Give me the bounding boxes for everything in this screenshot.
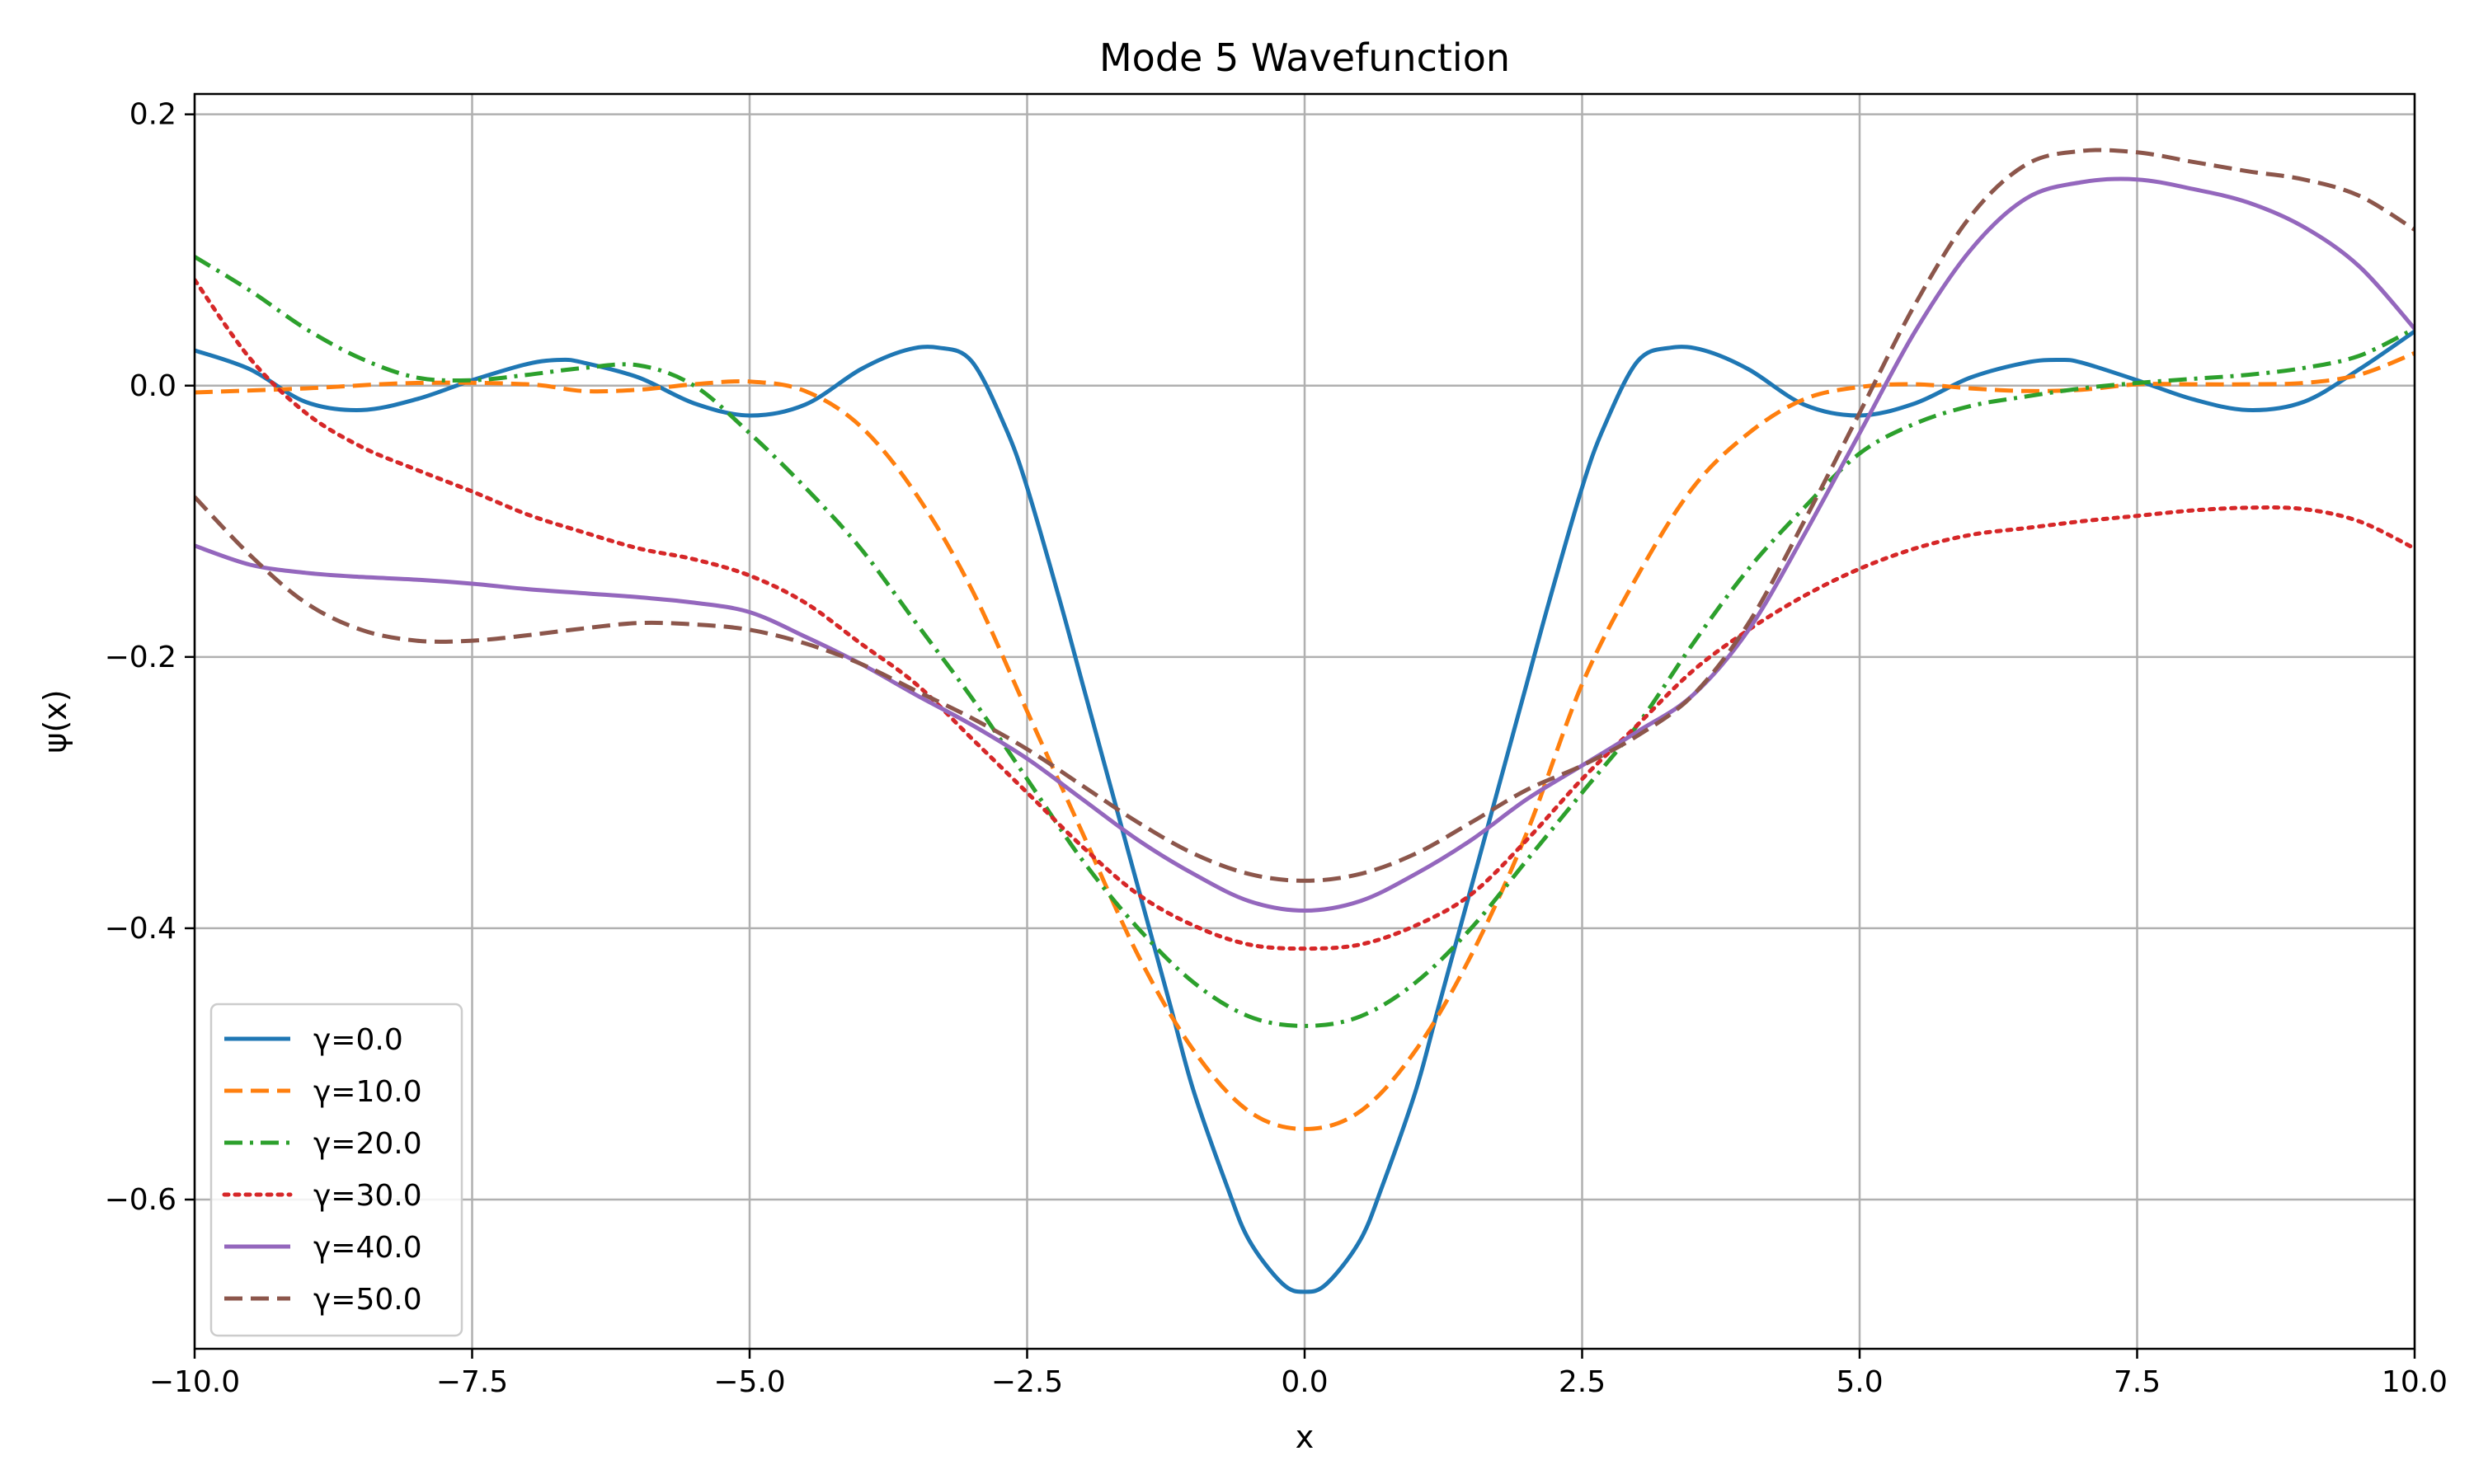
x-axis-label: x [1296, 1419, 1315, 1455]
legend-label: γ=30.0 [313, 1179, 422, 1213]
series-line-5 [195, 176, 2415, 913]
x-tick-label: −10.0 [149, 1365, 240, 1399]
series-lines [195, 148, 2415, 1294]
legend-label: γ=50.0 [313, 1283, 422, 1317]
x-tick-label: 2.5 [1559, 1365, 1606, 1399]
x-tick-label: 7.5 [2114, 1365, 2161, 1399]
x-axis-ticks: −10.0 −7.5 −5.0 −2.5 0.0 2.5 5.0 7.5 10.0 [149, 1349, 2448, 1399]
legend-box [209, 1003, 463, 1337]
x-tick-label: −5.0 [713, 1365, 785, 1399]
legend-label: γ=20.0 [313, 1127, 422, 1161]
x-tick-label: −2.5 [991, 1365, 1063, 1399]
legend-label: γ=0.0 [313, 1023, 403, 1057]
legend-label: γ=10.0 [313, 1075, 422, 1109]
x-tick-label: 5.0 [1836, 1365, 1883, 1399]
y-tick-label: −0.4 [105, 912, 176, 946]
y-tick-label: 0.0 [129, 369, 176, 403]
legend-label: γ=40.0 [313, 1231, 422, 1265]
x-tick-label: 10.0 [2382, 1365, 2448, 1399]
y-tick-label: −0.6 [105, 1183, 176, 1217]
series-line-6 [195, 148, 2415, 883]
chart-title: Mode 5 Wavefunction [1099, 35, 1510, 80]
series-line-1 [195, 329, 2415, 1294]
y-tick-label: −0.2 [105, 641, 176, 674]
x-tick-label: −7.5 [436, 1365, 508, 1399]
y-axis-ticks: −0.6 −0.4 −0.2 0.0 0.2 [105, 98, 195, 1217]
y-tick-label: 0.2 [129, 98, 176, 132]
legend: γ=0.0 γ=10.0 γ=20.0 γ=30.0 γ=40.0 γ=50.0 [209, 1003, 463, 1337]
y-axis-label: ψ(x) [37, 689, 73, 753]
series-line-4 [195, 277, 2415, 951]
x-tick-label: 0.0 [1281, 1365, 1328, 1399]
series-line-2 [195, 350, 2415, 1131]
